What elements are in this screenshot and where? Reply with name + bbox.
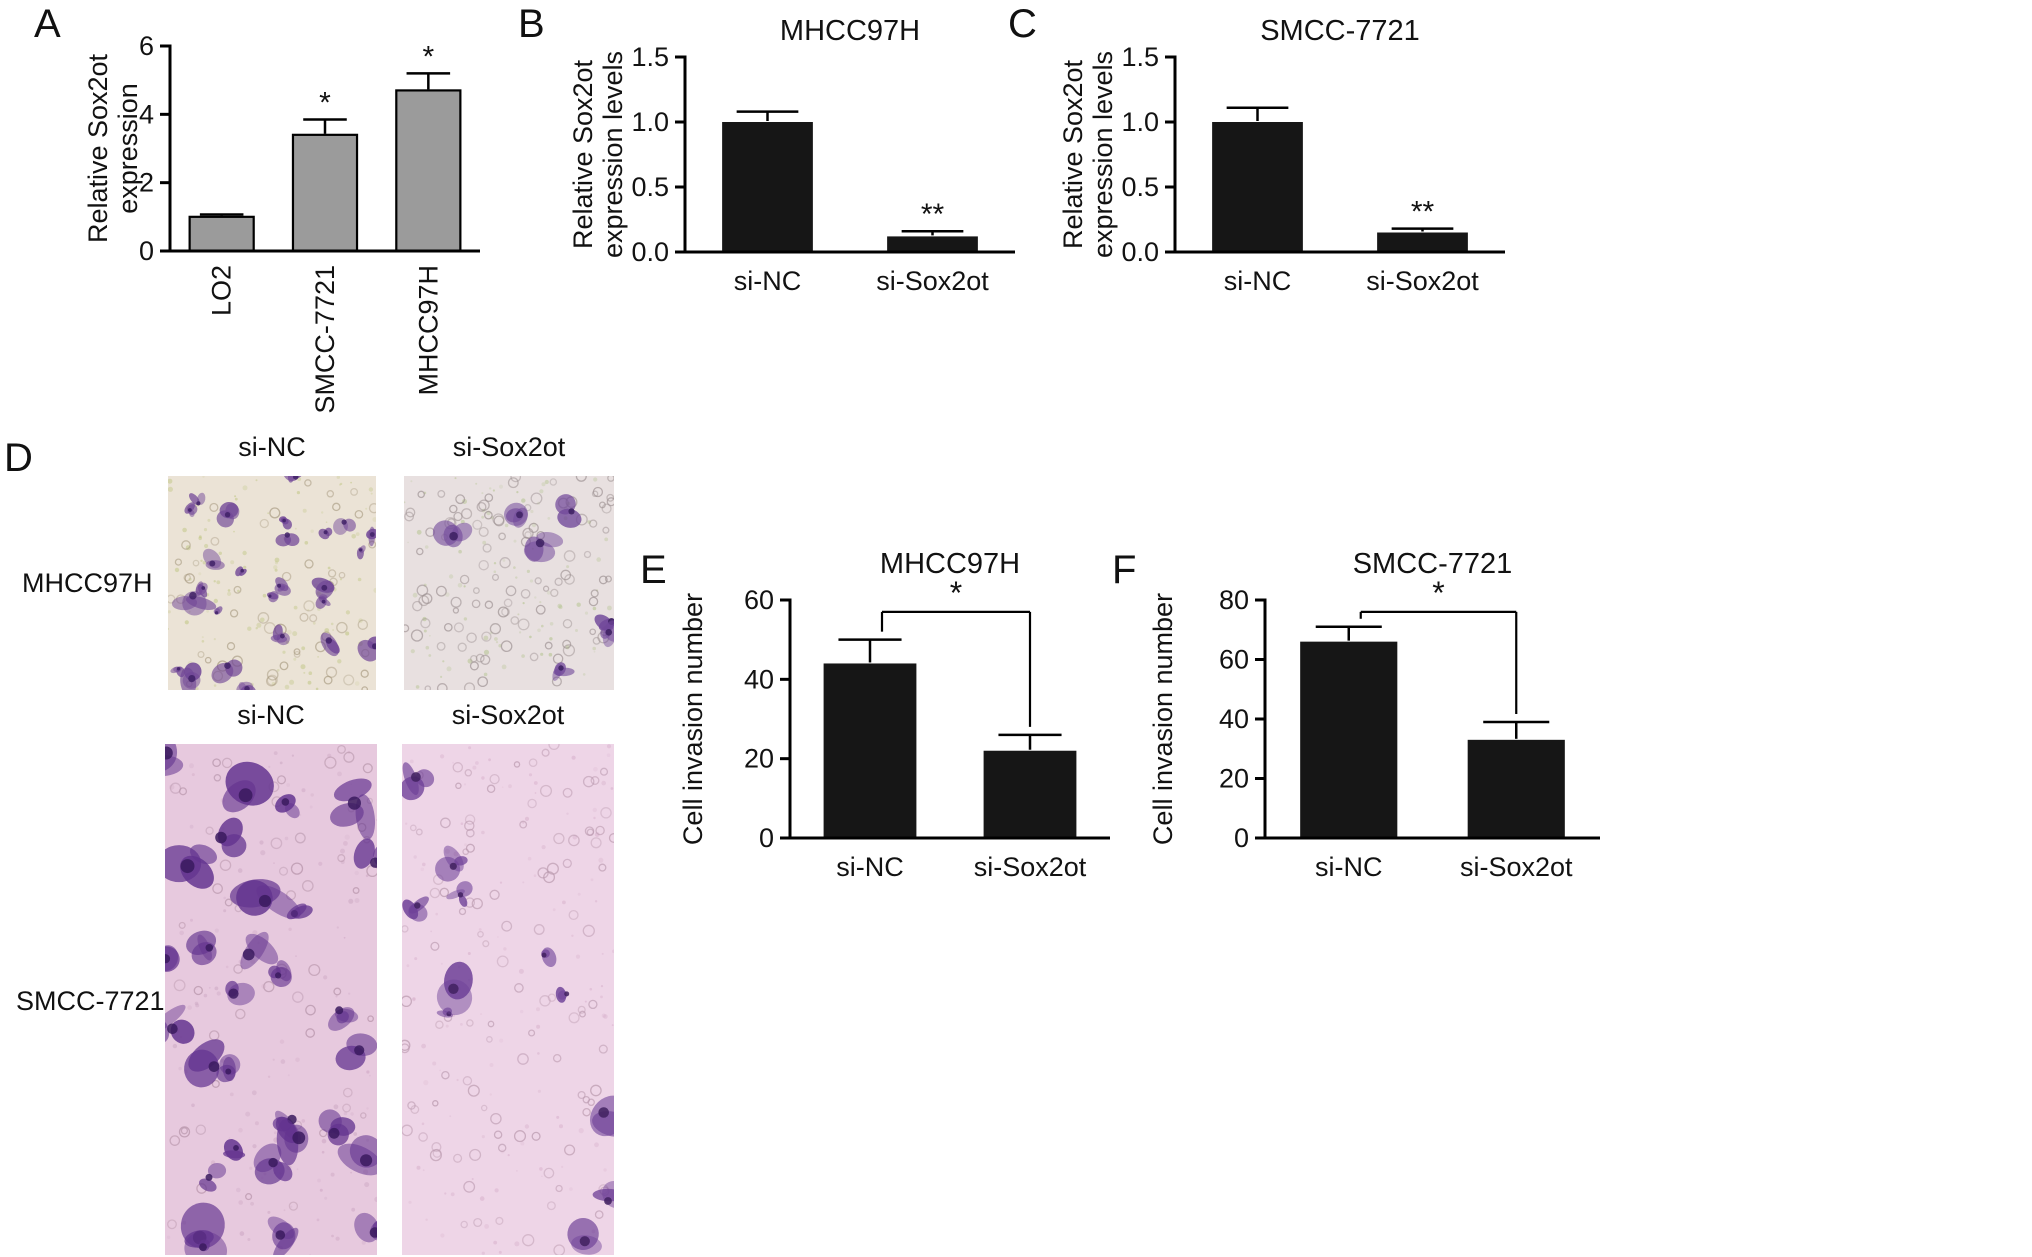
svg-text:*: * xyxy=(1432,575,1444,611)
svg-text:1.5: 1.5 xyxy=(631,42,669,72)
svg-text:40: 40 xyxy=(744,664,774,694)
svg-text:si-Sox2ot: si-Sox2ot xyxy=(1366,266,1479,296)
svg-text:SMCC-7721: SMCC-7721 xyxy=(310,265,340,414)
panel-d-row2-col1-label: si-NC xyxy=(237,700,305,730)
panel-label-a: A xyxy=(34,2,62,46)
svg-text:si-NC: si-NC xyxy=(734,266,802,296)
svg-text:*: * xyxy=(319,86,331,119)
svg-text:0.5: 0.5 xyxy=(1121,172,1159,202)
svg-text:si-NC: si-NC xyxy=(836,852,904,882)
micrograph-svg xyxy=(165,744,377,1255)
panel-c-bar-chart: ** 0.0 0.5 1.0 1.5 si-NC si-Sox2ot SMCC-7721 Rel… xyxy=(1060,12,1530,322)
svg-text:MHCC97H: MHCC97H xyxy=(780,15,920,47)
svg-text:1.0: 1.0 xyxy=(631,107,669,137)
svg-text:**: ** xyxy=(921,198,945,231)
svg-text:LO2: LO2 xyxy=(207,265,237,316)
panel-a-bar-chart: * * 0 2 4 6 LO2 SMCC-7721 MHCC97H Relative Sox2ot… xyxy=(85,8,505,438)
svg-text:0.5: 0.5 xyxy=(631,172,669,202)
svg-text:Relative Sox2ot: Relative Sox2ot xyxy=(85,53,113,243)
bar-chart-f-svg: * 0 20 40 60 80 si-NC si-Sox2ot SMCC-7721 Cell in… xyxy=(1150,548,1600,882)
panel-d-row1-col1-label: si-NC xyxy=(238,432,306,462)
svg-text:80: 80 xyxy=(1219,585,1249,615)
micrograph-svg xyxy=(168,476,376,690)
svg-text:Cell invasion number: Cell invasion number xyxy=(1150,593,1178,845)
svg-text:Relative Sox2ot: Relative Sox2ot xyxy=(570,59,598,249)
svg-text:**: ** xyxy=(1411,196,1435,229)
svg-text:20: 20 xyxy=(1219,764,1249,794)
panel-label-c: C xyxy=(1008,2,1038,46)
panel-label-f: F xyxy=(1112,548,1138,592)
panel-e-bar-chart: * 0 20 40 60 si-NC si-Sox2ot MHCC97H Cell invasi… xyxy=(680,545,1140,885)
panel-label-b: B xyxy=(518,2,546,46)
svg-text:MHCC97H: MHCC97H xyxy=(413,265,443,396)
panel-f-bar-chart: * 0 20 40 60 80 si-NC si-Sox2ot SMCC-7721 Cell in… xyxy=(1150,545,1630,885)
svg-text:6: 6 xyxy=(139,31,154,61)
svg-text:40: 40 xyxy=(1219,704,1249,734)
svg-text:60: 60 xyxy=(744,585,774,615)
svg-text:si-Sox2ot: si-Sox2ot xyxy=(876,266,989,296)
svg-text:2: 2 xyxy=(139,168,154,198)
bar-chart-b-svg: ** 0.0 0.5 1.0 1.5 si-NC si-Sox2ot MHCC97H Relat… xyxy=(570,15,1015,296)
svg-text:si-NC: si-NC xyxy=(1224,266,1292,296)
svg-text:expression levels: expression levels xyxy=(1088,51,1118,258)
svg-text:1.0: 1.0 xyxy=(1121,107,1159,137)
svg-text:*: * xyxy=(950,575,962,611)
svg-text:0: 0 xyxy=(759,823,774,853)
svg-text:*: * xyxy=(422,40,434,73)
svg-text:1.5: 1.5 xyxy=(1121,42,1159,72)
svg-text:20: 20 xyxy=(744,744,774,774)
micrograph-smcc7721-si-sox2ot xyxy=(402,744,614,1255)
micrograph-svg xyxy=(402,744,614,1255)
micrograph-mhcc97h-si-nc xyxy=(168,476,376,690)
bar-chart-e-svg: * 0 20 40 60 si-NC si-Sox2ot MHCC97H Cell invasi… xyxy=(680,548,1110,882)
svg-text:si-Sox2ot: si-Sox2ot xyxy=(1460,852,1573,882)
svg-text:60: 60 xyxy=(1219,645,1249,675)
svg-text:MHCC97H: MHCC97H xyxy=(880,548,1020,580)
panel-label-e: E xyxy=(640,548,668,592)
panel-b-bar-chart: ** 0.0 0.5 1.0 1.5 si-NC si-Sox2ot MHCC97H Relat… xyxy=(570,12,1040,322)
micrograph-smcc7721-si-nc xyxy=(165,744,377,1255)
panel-d-row2-label: SMCC-7721 xyxy=(16,986,165,1016)
panel-label-d: D xyxy=(4,436,34,480)
panel-d-row2-col2-label: si-Sox2ot xyxy=(451,700,565,730)
micrograph-mhcc97h-si-sox2ot xyxy=(404,476,614,690)
svg-text:Relative Sox2ot: Relative Sox2ot xyxy=(1060,59,1088,249)
panel-d-row1-col2-label: si-Sox2ot xyxy=(452,432,566,462)
svg-text:expression levels: expression levels xyxy=(598,51,628,258)
svg-text:0: 0 xyxy=(139,236,154,266)
svg-text:SMCC-7721: SMCC-7721 xyxy=(1260,15,1420,47)
svg-text:expression: expression xyxy=(113,83,143,214)
bar-chart-c-svg: ** 0.0 0.5 1.0 1.5 si-NC si-Sox2ot SMCC-7721 Rel… xyxy=(1060,15,1505,296)
svg-text:4: 4 xyxy=(139,99,154,129)
panel-d-row1-label: MHCC97H xyxy=(22,568,153,598)
svg-text:SMCC-7721: SMCC-7721 xyxy=(1353,548,1513,580)
svg-text:si-NC: si-NC xyxy=(1315,852,1383,882)
svg-text:0: 0 xyxy=(1234,823,1249,853)
svg-text:si-Sox2ot: si-Sox2ot xyxy=(974,852,1087,882)
svg-text:0.0: 0.0 xyxy=(1121,237,1159,267)
bar-chart-a-svg: * * 0 2 4 6 LO2 SMCC-7721 MHCC97H Relative Sox2ot… xyxy=(85,31,480,414)
svg-text:0.0: 0.0 xyxy=(631,237,669,267)
svg-text:Cell invasion number: Cell invasion number xyxy=(680,593,708,845)
micrograph-svg xyxy=(404,476,614,690)
